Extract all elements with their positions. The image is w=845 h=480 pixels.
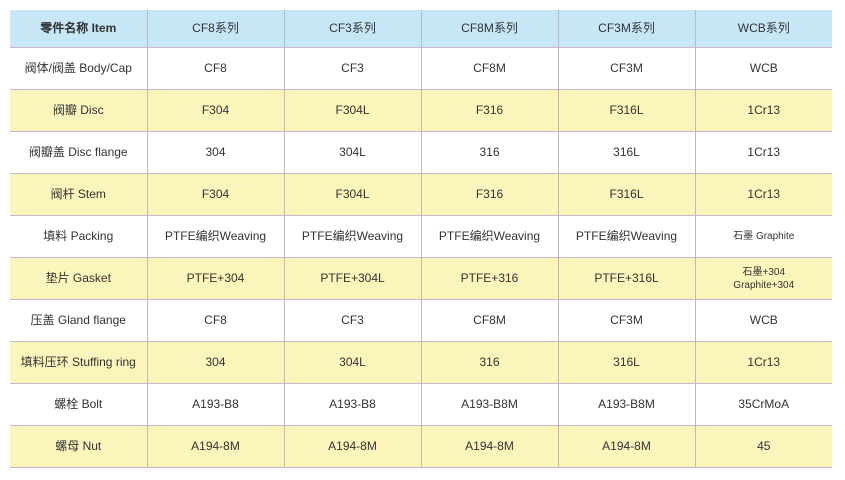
table-cell: CF8M bbox=[420, 47, 558, 90]
table-row: 压盖 Gland flange CF8 CF3 CF8M CF3M WCB bbox=[10, 299, 832, 342]
header-cf8: CF8系列 bbox=[146, 10, 284, 48]
table-cell: 304L bbox=[283, 341, 421, 384]
table-cell: 316 bbox=[420, 341, 558, 384]
row-label: 垫片 Gasket bbox=[10, 257, 147, 300]
table-cell: A193-B8 bbox=[283, 383, 421, 426]
table-cell: WCB bbox=[694, 299, 832, 342]
row-label: 阀瓣 Disc bbox=[10, 89, 147, 132]
table-cell: PTFE编织Weaving bbox=[283, 215, 421, 258]
table-cell: 石墨 Graphite bbox=[694, 215, 832, 258]
row-label: 阀杆 Stem bbox=[10, 173, 147, 216]
table-cell: 35CrMoA bbox=[694, 383, 832, 426]
table-cell: A193-B8M bbox=[557, 383, 695, 426]
table-row: 填料 Packing PTFE编织Weaving PTFE编织Weaving PTFE… bbox=[10, 215, 832, 258]
table-cell: A194-8M bbox=[557, 425, 695, 468]
table-cell: F316 bbox=[420, 173, 558, 216]
table-cell: A193-B8M bbox=[420, 383, 558, 426]
table-cell: CF3 bbox=[283, 47, 421, 90]
table-cell: 石墨+304 Graphite+304 bbox=[694, 257, 832, 300]
header-cf3: CF3系列 bbox=[283, 10, 421, 48]
table-cell: 316L bbox=[557, 131, 695, 174]
row-label: 螺母 Nut bbox=[10, 425, 147, 468]
table-cell: F304 bbox=[146, 173, 284, 216]
row-label: 阀体/阀盖 Body/Cap bbox=[10, 47, 147, 90]
table-cell: PTFE+316L bbox=[557, 257, 695, 300]
table-cell: CF8 bbox=[146, 47, 284, 90]
table-cell: 304 bbox=[146, 341, 284, 384]
row-label: 螺栓 Bolt bbox=[10, 383, 147, 426]
table-cell: CF3M bbox=[557, 47, 695, 90]
table-cell: 1Cr13 bbox=[694, 341, 832, 384]
table-cell: WCB bbox=[694, 47, 832, 90]
table-cell: A193-B8 bbox=[146, 383, 284, 426]
row-label: 压盖 Gland flange bbox=[10, 299, 147, 342]
table-cell: PTFE+316 bbox=[420, 257, 558, 300]
table-row: 填料压环 Stuffing ring 304 304L 316 316L 1Cr13 bbox=[10, 341, 832, 384]
table-row: 阀瓣盖 Disc flange 304 304L 316 316L 1Cr13 bbox=[10, 131, 832, 174]
header-wcb: WCB系列 bbox=[694, 10, 832, 48]
table-row: 螺栓 Bolt A193-B8 A193-B8 A193-B8M A193-B8M 35C… bbox=[10, 383, 832, 426]
table-cell: F316L bbox=[557, 89, 695, 132]
table-cell: PTFE+304L bbox=[283, 257, 421, 300]
table-row: 垫片 Gasket PTFE+304 PTFE+304L PTFE+316 PTFE+3… bbox=[10, 257, 832, 300]
table-cell: 1Cr13 bbox=[694, 131, 832, 174]
table-row: 阀体/阀盖 Body/Cap CF8 CF3 CF8M CF3M WCB bbox=[10, 47, 832, 90]
table-row: 螺母 Nut A194-8M A194-8M A194-8M A194-8M 45 bbox=[10, 425, 832, 468]
table-cell: 316L bbox=[557, 341, 695, 384]
table-cell: 1Cr13 bbox=[694, 89, 832, 132]
table-cell: CF8 bbox=[146, 299, 284, 342]
table-cell: F304 bbox=[146, 89, 284, 132]
table-cell: CF3 bbox=[283, 299, 421, 342]
cell-line: Graphite+304 bbox=[733, 279, 795, 291]
header-item: 零件名称 Item bbox=[10, 10, 147, 48]
header-row: 零件名称 Item CF8系列 CF3系列 CF8M系列 CF3M系列 WCB系… bbox=[10, 10, 832, 48]
row-label: 填料 Packing bbox=[10, 215, 147, 258]
table-cell: F304L bbox=[283, 89, 421, 132]
row-label: 填料压环 Stuffing ring bbox=[10, 341, 147, 384]
table-cell: A194-8M bbox=[420, 425, 558, 468]
table-cell: PTFE编织Weaving bbox=[146, 215, 284, 258]
materials-table: 零件名称 Item CF8系列 CF3系列 CF8M系列 CF3M系列 WCB系… bbox=[10, 10, 832, 468]
header-cf8m: CF8M系列 bbox=[420, 10, 558, 48]
table-cell: PTFE编织Weaving bbox=[420, 215, 558, 258]
table-cell: PTFE编织Weaving bbox=[557, 215, 695, 258]
table-cell: F304L bbox=[283, 173, 421, 216]
header-cf3m: CF3M系列 bbox=[557, 10, 695, 48]
table-cell: F316 bbox=[420, 89, 558, 132]
table-cell: 316 bbox=[420, 131, 558, 174]
table-cell: A194-8M bbox=[146, 425, 284, 468]
table-cell: PTFE+304 bbox=[146, 257, 284, 300]
table-cell: F316L bbox=[557, 173, 695, 216]
table-row: 阀杆 Stem F304 F304L F316 F316L 1Cr13 bbox=[10, 173, 832, 216]
cell-line: 石墨+304 bbox=[742, 266, 786, 278]
table-cell: 1Cr13 bbox=[694, 173, 832, 216]
row-label: 阀瓣盖 Disc flange bbox=[10, 131, 147, 174]
table-cell: 45 bbox=[694, 425, 832, 468]
table-cell: 304L bbox=[283, 131, 421, 174]
table-cell: 304 bbox=[146, 131, 284, 174]
table-cell: A194-8M bbox=[283, 425, 421, 468]
table-cell: CF3M bbox=[557, 299, 695, 342]
table-cell: CF8M bbox=[420, 299, 558, 342]
table-row: 阀瓣 Disc F304 F304L F316 F316L 1Cr13 bbox=[10, 89, 832, 132]
